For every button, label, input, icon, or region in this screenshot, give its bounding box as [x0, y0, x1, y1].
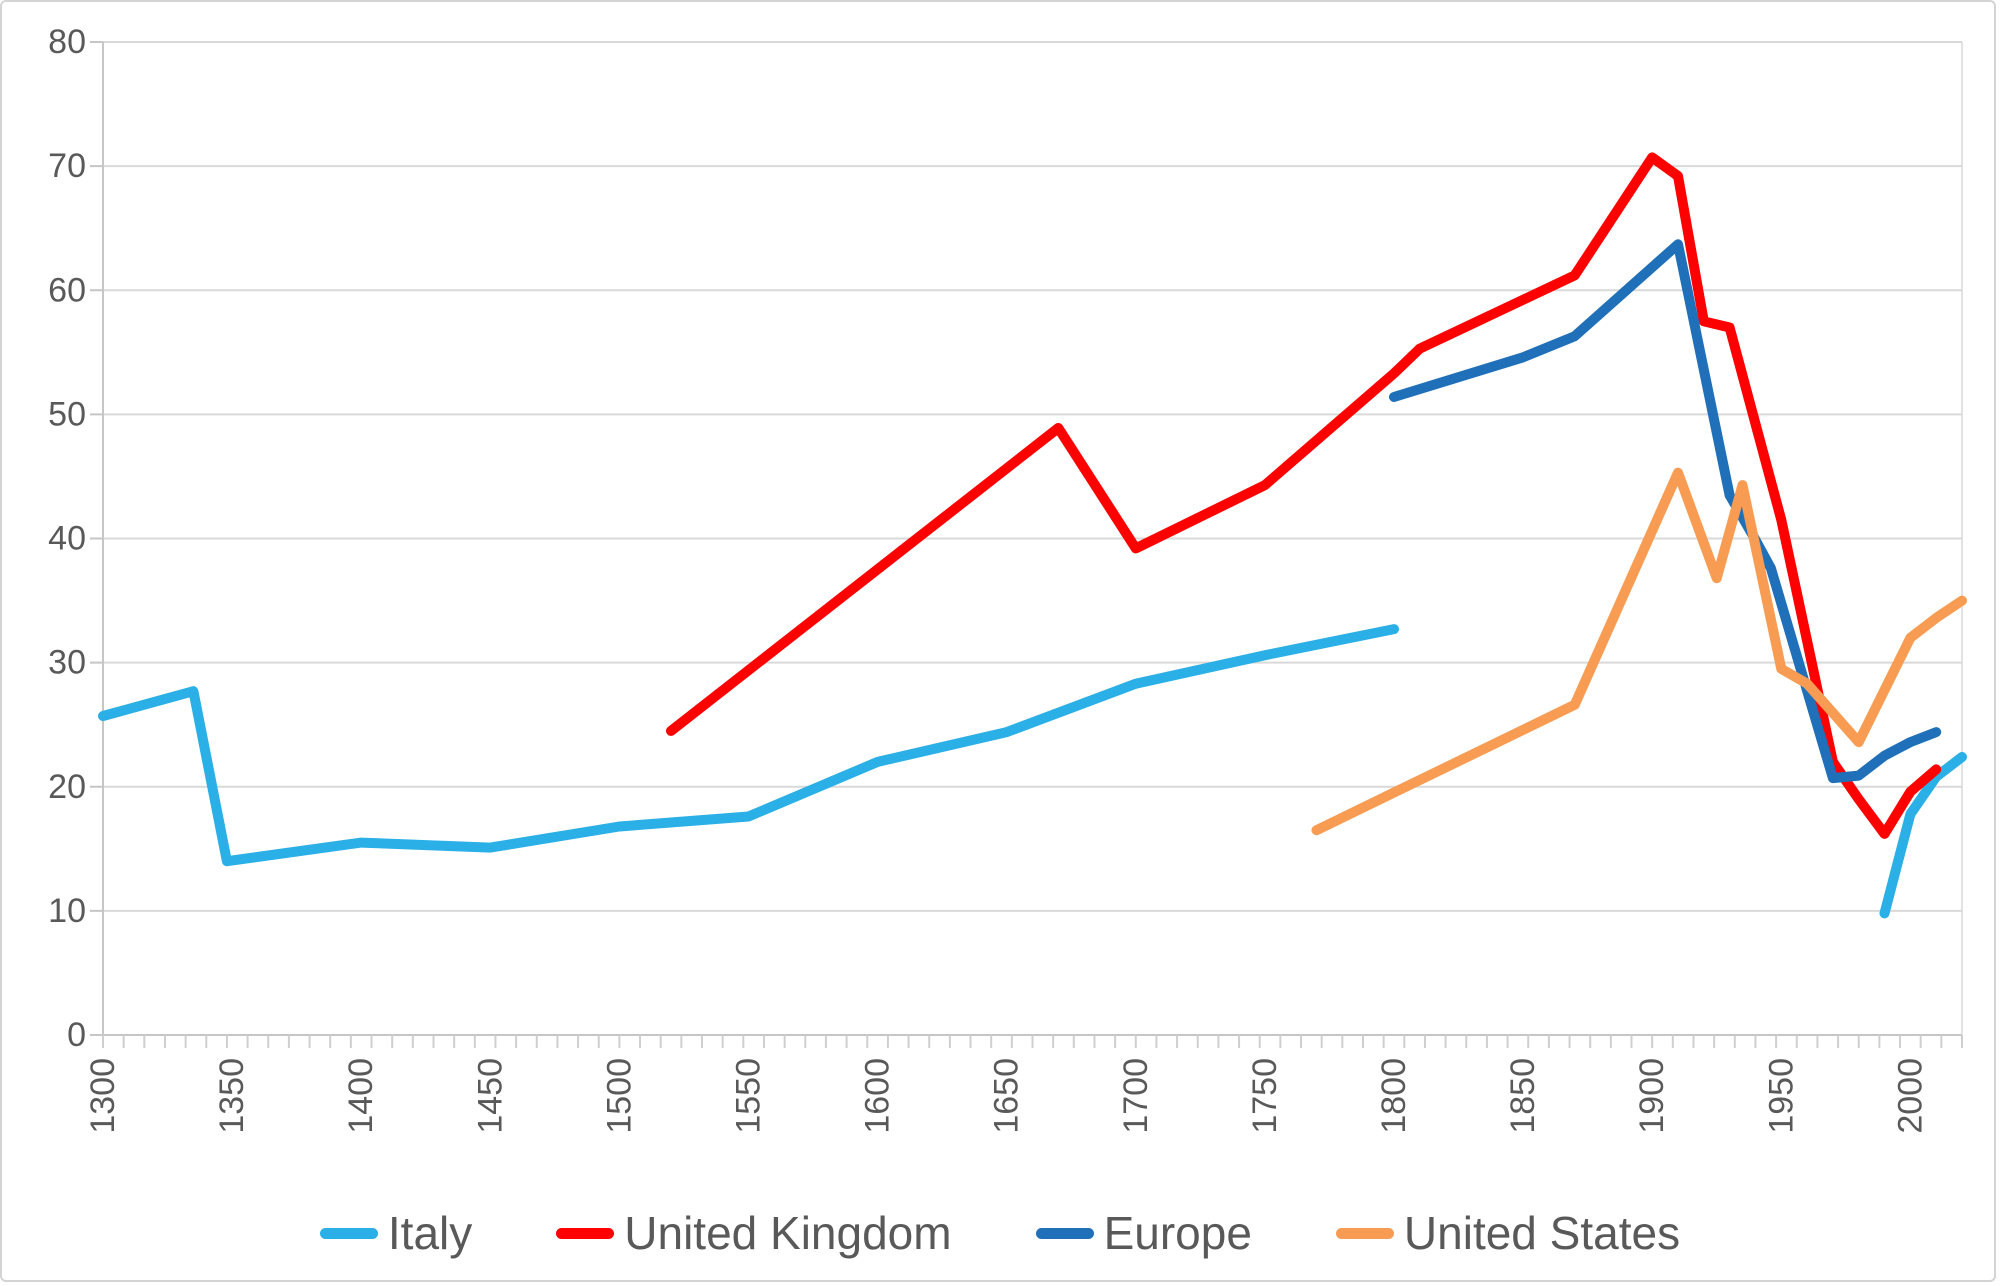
y-tick-label: 40 [48, 520, 86, 558]
series-line-united-kingdom [666, 152, 1942, 839]
y-tick-label: 70 [48, 147, 86, 185]
legend-item-united-states: United States [1335, 1207, 1681, 1259]
y-tick-label: 50 [48, 395, 86, 433]
y-tick-label: 60 [48, 271, 86, 309]
y-tick-label: 30 [48, 644, 86, 682]
x-tick-label: 1700 [1117, 1058, 1155, 1134]
x-tick-label: 1600 [859, 1058, 897, 1134]
x-tick-label: 1400 [342, 1058, 380, 1134]
x-tick-label: 1500 [600, 1058, 638, 1134]
y-tick-label: 10 [48, 892, 86, 930]
x-tick-label: 1300 [84, 1058, 122, 1134]
legend-dash-italy [319, 1227, 378, 1239]
series-line-italy [1879, 752, 1967, 919]
series-line-united-states [1311, 467, 1967, 836]
x-tick-label: 1750 [1246, 1058, 1284, 1134]
legend-item-united-kingdom: United Kingdom [556, 1207, 952, 1259]
legend-item-italy: Italy [319, 1207, 473, 1259]
x-tick-label: 1900 [1633, 1058, 1671, 1134]
legend-label-italy: Italy [387, 1207, 473, 1259]
legend-dash-europe [1035, 1227, 1094, 1239]
x-tick-label: 1550 [729, 1058, 767, 1134]
x-tick-label: 1800 [1375, 1058, 1413, 1134]
x-tick-label: 1350 [213, 1058, 251, 1134]
legend: Italy United Kingdom Europe United States [0, 1198, 2000, 1268]
y-tick-label: 80 [48, 23, 86, 61]
x-tick-label: 1450 [471, 1058, 509, 1134]
legend-dash-united-kingdom [556, 1227, 615, 1239]
legend-dash-united-states [1335, 1227, 1394, 1239]
legend-label-united-kingdom: United Kingdom [624, 1207, 952, 1259]
legend-label-united-states: United States [1403, 1207, 1681, 1259]
legend-item-europe: Europe [1035, 1207, 1252, 1259]
series-line-italy [98, 624, 1399, 867]
x-tick-label: 1850 [1504, 1058, 1542, 1134]
y-tick-label: 20 [48, 768, 86, 806]
x-tick-label: 1650 [988, 1058, 1026, 1134]
x-tick-label: 1950 [1762, 1058, 1800, 1134]
series-line-europe [1389, 239, 1942, 784]
x-tick-label: 2000 [1891, 1058, 1929, 1134]
y-tick-label: 0 [67, 1016, 86, 1054]
legend-label-europe: Europe [1103, 1207, 1252, 1259]
